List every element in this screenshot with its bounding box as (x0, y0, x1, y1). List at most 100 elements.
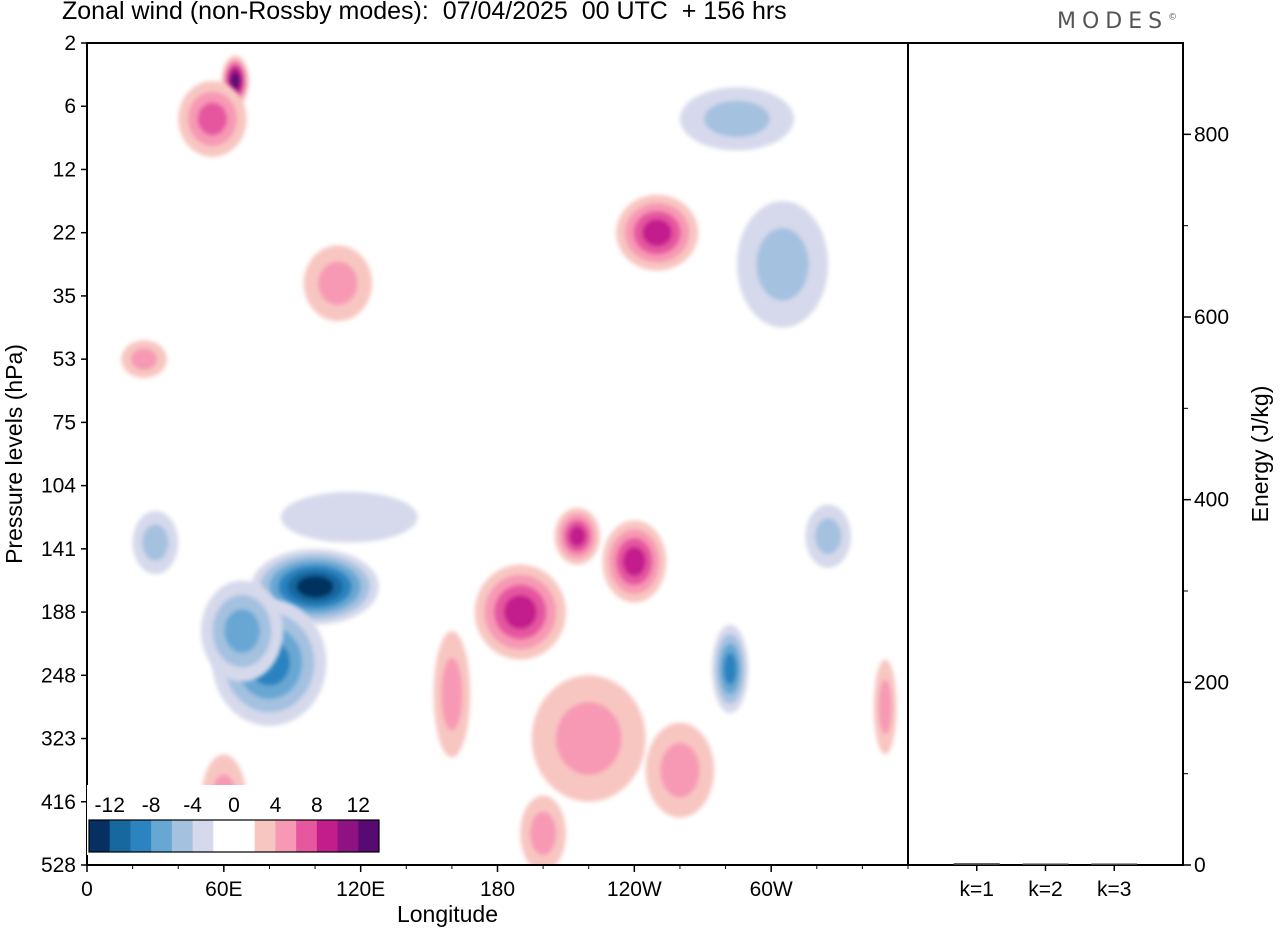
contour-band (704, 100, 770, 138)
colorbar-label: -4 (183, 794, 202, 817)
wind-anomaly-westerly-21 (873, 659, 897, 755)
colorbar-label: -8 (142, 794, 161, 817)
colorbar-label: 12 (347, 794, 370, 817)
contour-band (130, 348, 158, 371)
energy-axis-title: Energy (J/kg) (1247, 386, 1273, 523)
energy-bar-panel: 0 200 400 600 800 Energy (J/kg) k=1 k=2 k=3 (953, 123, 1273, 901)
wind-anomaly-westerly-7 (433, 631, 471, 758)
wind-anomaly-westerly-12 (645, 722, 715, 818)
energy-category-label: k=3 (1097, 878, 1131, 901)
x-tick-label: 180 (480, 878, 515, 901)
y-tick-label: 104 (41, 475, 76, 498)
colorbar-cell (275, 820, 297, 852)
contour-band (756, 227, 809, 301)
wind-anomaly-westerly-18 (121, 340, 167, 379)
x-tick-label: 0 (81, 878, 93, 901)
brand-mark: © (1168, 12, 1178, 23)
colorbar: -12 -8 -4 0 4 8 12 (87, 785, 381, 855)
colorbar-cell (316, 820, 339, 852)
wind-anomaly-westerly-8 (474, 564, 566, 660)
energy-category-label: k=2 (1028, 878, 1062, 901)
y-axis-title: Pressure levels (hPa) (1, 344, 27, 564)
contour-band (142, 524, 169, 561)
colorbar-cell (192, 820, 214, 852)
wind-anomaly-westerly-15 (616, 194, 699, 271)
contour-band (555, 702, 622, 775)
x-tick-label: 120E (336, 878, 385, 901)
wind-anomaly-westerly-10 (602, 520, 667, 603)
x-tick-label: 60W (750, 878, 793, 901)
wind-anomaly-easterly-6 (132, 510, 179, 575)
y-tick-label: 53 (53, 348, 76, 371)
contour-band (503, 594, 537, 630)
x-tick-label: 60E (205, 878, 242, 901)
colorbar-cell (171, 820, 194, 852)
y-tick-label: 35 (53, 285, 76, 308)
wind-anomaly-easterly-2 (201, 580, 284, 682)
contour-band (622, 546, 646, 577)
y-tick-label: 6 (64, 95, 76, 118)
contour-band (660, 742, 700, 798)
wind-anomaly-easterly-3 (280, 491, 418, 543)
contour-band (815, 518, 842, 555)
colorbar-cell (130, 820, 152, 852)
y-tick-label: 22 (53, 222, 76, 245)
energy-category-label: k=1 (960, 878, 994, 901)
colorbar-border (88, 819, 380, 853)
wind-anomaly-easterly-5 (805, 504, 851, 568)
colorbar-label: 0 (228, 794, 240, 817)
contour-band (296, 575, 334, 598)
energy-bar (1091, 863, 1138, 865)
y-tick-label: 528 (41, 854, 76, 877)
contour-band (280, 491, 418, 543)
energy-bar (953, 863, 1000, 865)
y-tick-label: 416 (41, 791, 76, 814)
contour-band (224, 609, 260, 653)
contour-band (723, 652, 737, 686)
y-tick-label: 2 (64, 32, 76, 55)
bar-frame (907, 42, 1184, 866)
zonal-wind-heatmap (121, 55, 897, 865)
colorbar-label: 8 (311, 794, 323, 817)
brand-logo: MODES© (1057, 9, 1177, 34)
contour-band (318, 261, 358, 306)
colorbar-cell (109, 820, 131, 852)
y-tick-label: 12 (53, 158, 76, 181)
contour-band (231, 73, 240, 89)
energy-tick-label: 200 (1194, 671, 1229, 694)
energy-tick-label: 400 (1194, 489, 1229, 512)
chart-title: Zonal wind (non-Rossby modes): 07/04/202… (62, 0, 787, 25)
y-tick-label: 188 (41, 601, 76, 624)
colorbar-cell (358, 820, 380, 852)
y-tick-label: 323 (41, 728, 76, 751)
wind-anomaly-westerly-14 (178, 80, 247, 157)
y-tick-label: 248 (41, 664, 76, 687)
energy-tick-label: 800 (1194, 123, 1229, 146)
contour-band (441, 657, 463, 731)
colorbar-cell (89, 820, 111, 852)
energy-bar (1022, 863, 1069, 865)
energy-tick-label: 0 (1194, 854, 1206, 877)
contour-band (878, 679, 892, 735)
colorbar-cell (296, 820, 318, 852)
contour-band (642, 218, 673, 247)
heatmap-frame (86, 42, 909, 866)
wind-anomaly-westerly-22 (520, 795, 566, 865)
brand-text: MODES (1057, 9, 1169, 34)
colorbar-cell (337, 820, 359, 852)
x-axis-title: Longitude (397, 901, 498, 927)
wind-anomaly-easterly-19 (679, 87, 794, 151)
colorbar-cell (254, 820, 276, 852)
pressure-axis: 2 6 12 22 35 53 75 104 141 188 248 323 416 528 Pressur… (1, 32, 87, 877)
colorbar-label: -12 (95, 794, 125, 817)
contour-band (569, 525, 586, 547)
colorbar-cell (151, 820, 173, 852)
y-tick-label: 141 (41, 538, 76, 561)
wind-anomaly-easterly-4 (711, 624, 749, 714)
colorbar-cell (234, 820, 256, 852)
wind-anomaly-easterly-16 (736, 201, 829, 328)
wind-anomaly-westerly-11 (531, 675, 646, 802)
contour-band (197, 102, 228, 136)
contour-band (529, 811, 557, 856)
